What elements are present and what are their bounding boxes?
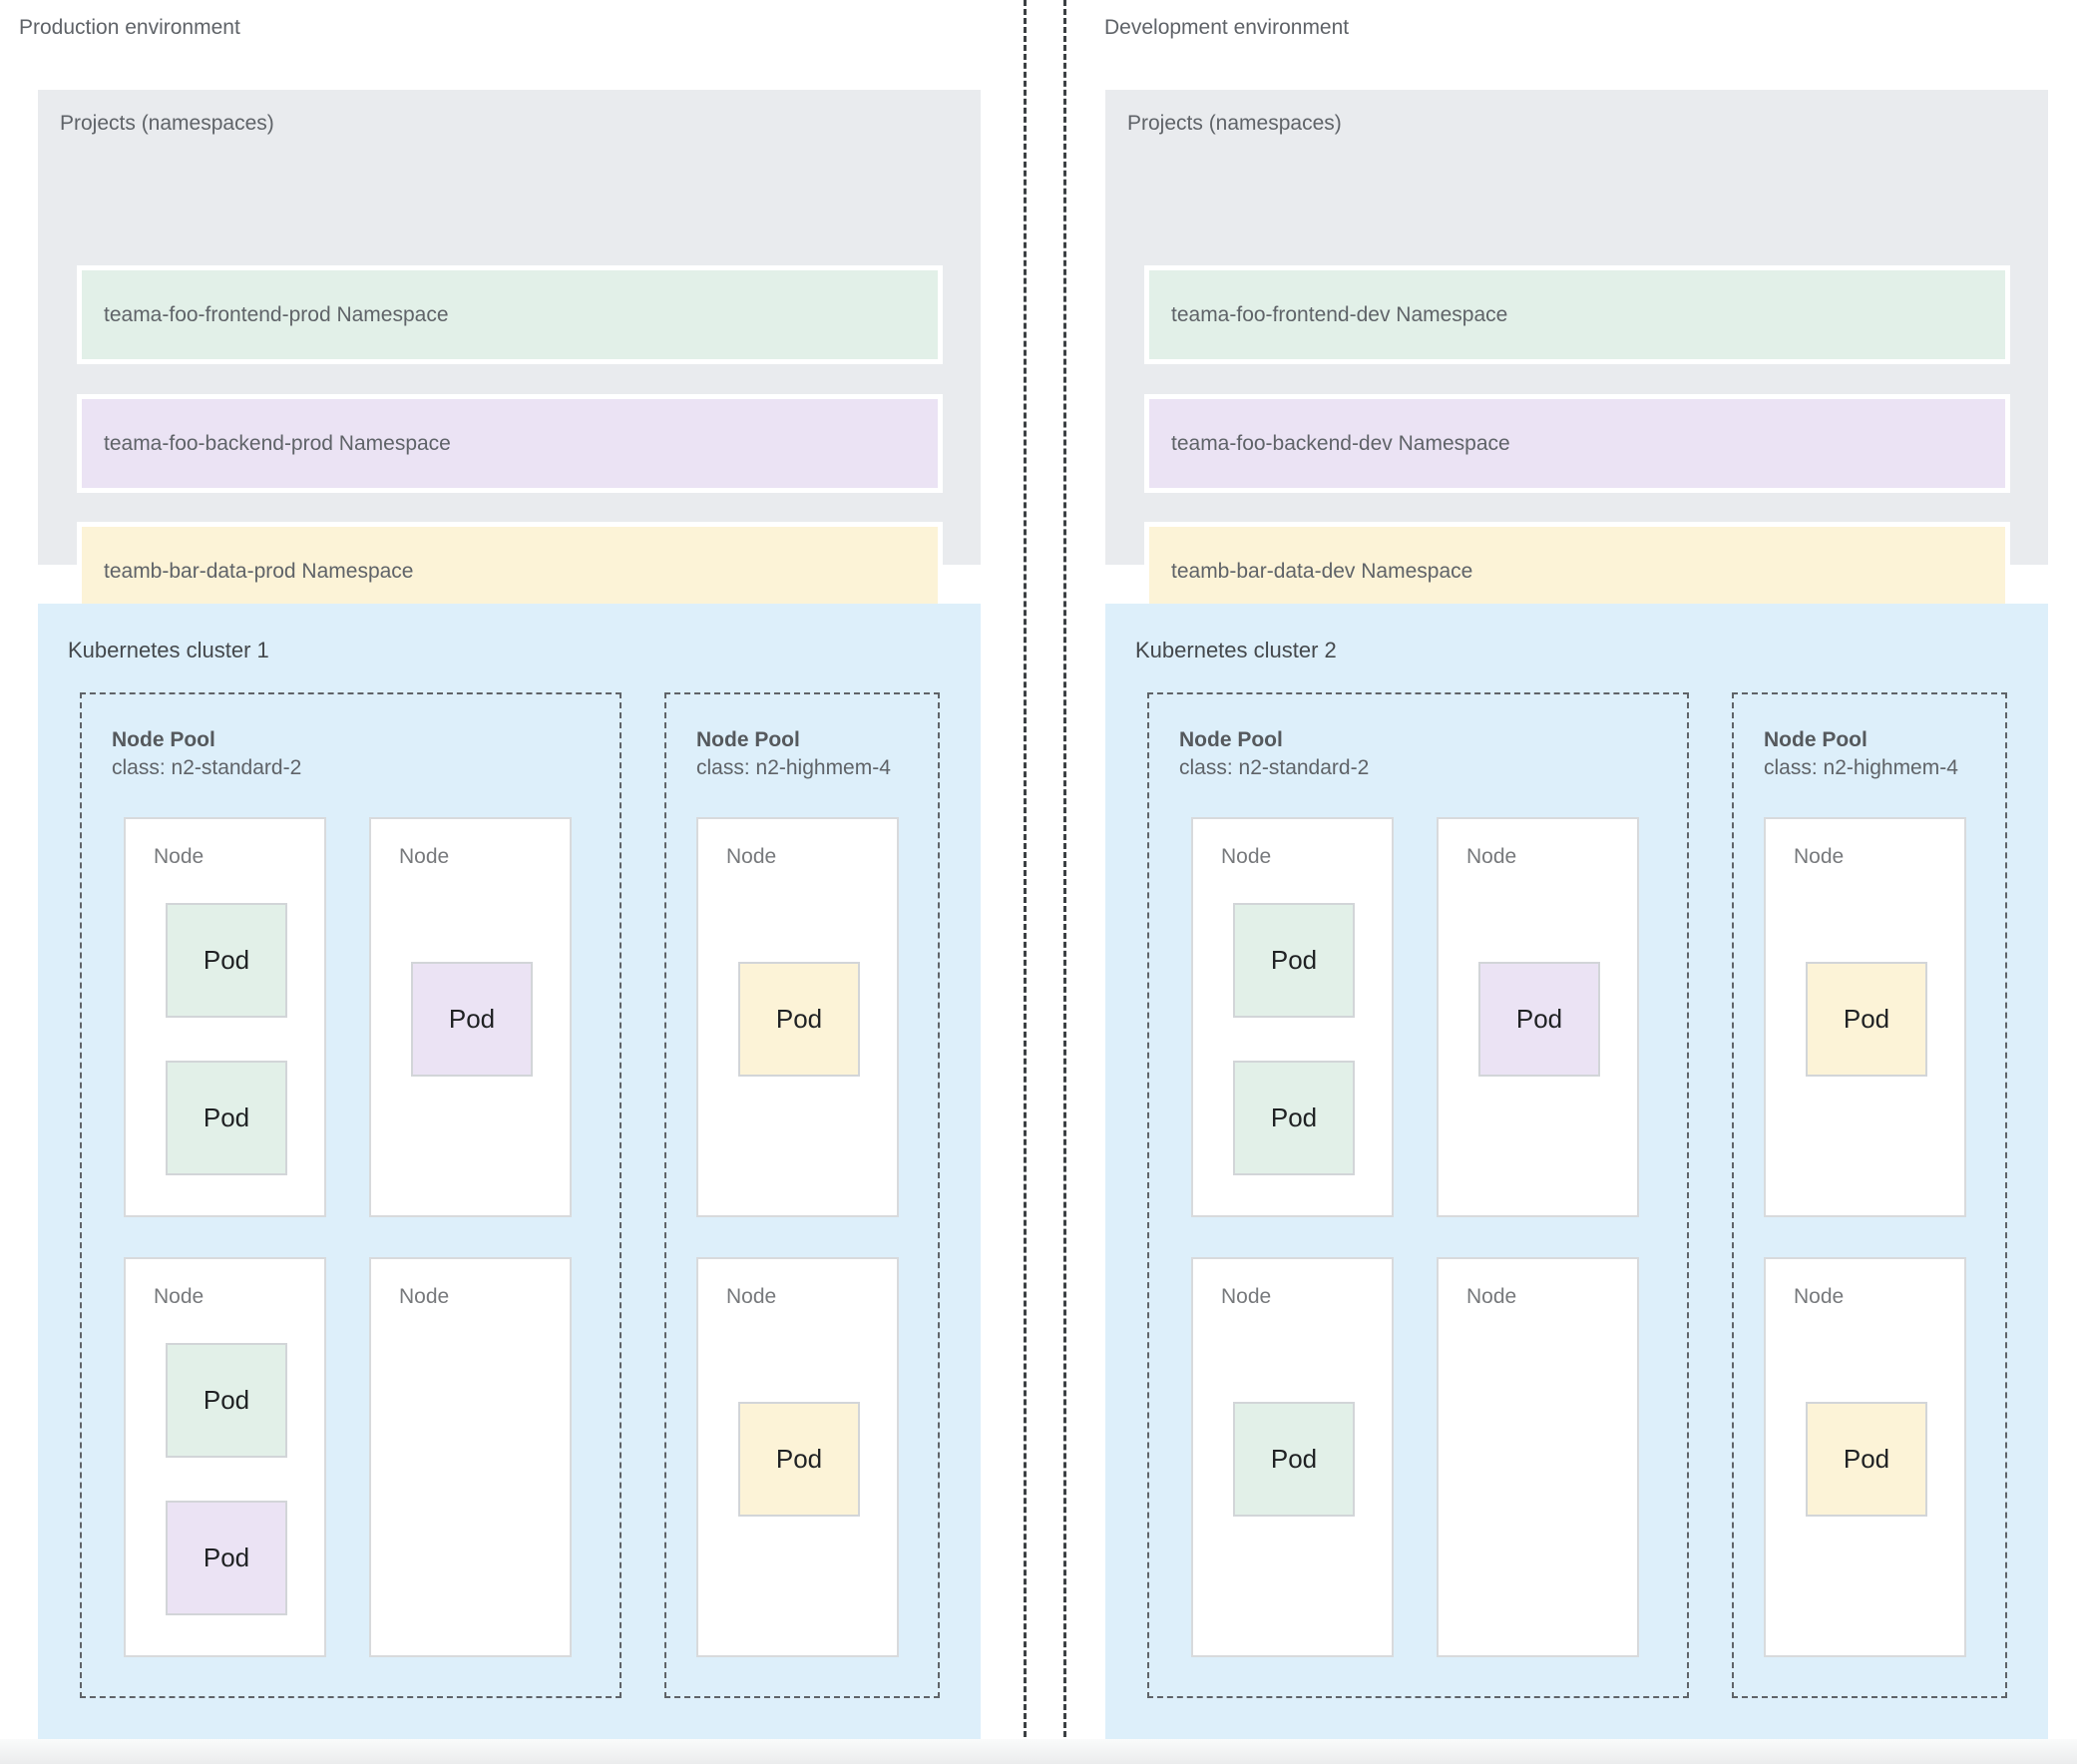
pod-label: Pod bbox=[203, 945, 250, 975]
production-cluster-box: Kubernetes cluster 1 Node Pool class: n2-s… bbox=[38, 604, 981, 1739]
development-projects-box: Projects (namespaces) teama-foo-frontend-… bbox=[1105, 90, 2048, 621]
node-label: Node bbox=[154, 845, 205, 868]
namespace-bar-teama-foo-backend-prod: teama-foo-backend-prod Namespace bbox=[77, 394, 943, 493]
node-pool-header: Node Pool class: n2-highmem-4 bbox=[696, 726, 891, 782]
pod-purple: Pod bbox=[1478, 962, 1600, 1077]
node-pool-title: Node Pool bbox=[1764, 728, 1868, 751]
node-label: Node bbox=[1466, 1285, 1517, 1308]
pod-label: Pod bbox=[1843, 1004, 1890, 1034]
node-label: Node bbox=[399, 1285, 450, 1308]
namespace-label: teama-foo-backend-prod Namespace bbox=[104, 431, 451, 455]
environment-divider-dashed-line-1 bbox=[1024, 0, 1027, 1764]
node-pool-header: Node Pool class: n2-standard-2 bbox=[1179, 726, 1369, 782]
namespace-label: teama-foo-frontend-prod Namespace bbox=[104, 302, 449, 326]
pod-green: Pod bbox=[166, 1061, 287, 1175]
production-pool1-node-3: Node Pod Pod bbox=[124, 1257, 326, 1657]
production-projects-title: Projects (namespaces) bbox=[60, 112, 274, 135]
production-pool1-node-4: Node bbox=[369, 1257, 572, 1657]
development-pool1-node-4: Node bbox=[1437, 1257, 1639, 1657]
pod-green: Pod bbox=[166, 903, 287, 1018]
production-pool1-node-1: Node Pod Pod bbox=[124, 817, 326, 1217]
pod-label: Pod bbox=[1515, 1004, 1563, 1034]
development-node-pool-2: Node Pool class: n2-highmem-4 Node Pod Node P… bbox=[1732, 692, 2007, 1698]
production-node-pool-1: Node Pool class: n2-standard-2 Node Pod Pod N… bbox=[80, 692, 622, 1698]
node-pool-machine-class: class: n2-highmem-4 bbox=[696, 756, 891, 779]
pod-label: Pod bbox=[203, 1385, 250, 1415]
development-projects-title: Projects (namespaces) bbox=[1127, 112, 1342, 135]
development-environment-title: Development environment bbox=[1104, 16, 1350, 39]
production-node-pool-2: Node Pool class: n2-highmem-4 Node Pod Node P… bbox=[664, 692, 940, 1698]
namespace-label: teamb-bar-data-dev Namespace bbox=[1171, 559, 1473, 583]
development-cluster-title: Kubernetes cluster 2 bbox=[1135, 638, 1337, 662]
development-pool1-node-2: Node Pod bbox=[1437, 817, 1639, 1217]
production-pool2-node-2: Node Pod bbox=[696, 1257, 899, 1657]
pod-yellow: Pod bbox=[738, 1402, 860, 1517]
node-pool-title: Node Pool bbox=[696, 728, 800, 751]
node-label: Node bbox=[1466, 845, 1517, 868]
pod-label: Pod bbox=[448, 1004, 496, 1034]
namespace-bar-teama-foo-frontend-prod: teama-foo-frontend-prod Namespace bbox=[77, 265, 943, 364]
pod-label: Pod bbox=[1270, 1444, 1318, 1474]
pod-green: Pod bbox=[166, 1343, 287, 1458]
pod-label: Pod bbox=[1270, 1102, 1318, 1132]
namespace-label: teama-foo-backend-dev Namespace bbox=[1171, 431, 1510, 455]
node-pool-header: Node Pool class: n2-highmem-4 bbox=[1764, 726, 1958, 782]
namespace-label: teamb-bar-data-prod Namespace bbox=[104, 559, 414, 583]
development-pool1-node-3: Node Pod bbox=[1191, 1257, 1394, 1657]
production-pool2-node-1: Node Pod bbox=[696, 817, 899, 1217]
node-label: Node bbox=[399, 845, 450, 868]
development-cluster-box: Kubernetes cluster 2 Node Pool class: n2-s… bbox=[1105, 604, 2048, 1739]
node-label: Node bbox=[726, 845, 777, 868]
node-label: Node bbox=[154, 1285, 205, 1308]
namespace-label: teama-foo-frontend-dev Namespace bbox=[1171, 302, 1508, 326]
production-pool1-node-2: Node Pod bbox=[369, 817, 572, 1217]
pod-label: Pod bbox=[203, 1543, 250, 1572]
production-environment-title: Production environment bbox=[19, 16, 240, 39]
production-projects-box: Projects (namespaces) teama-foo-frontend-… bbox=[38, 90, 981, 621]
pod-label: Pod bbox=[1270, 945, 1318, 975]
namespace-bar-teama-foo-frontend-dev: teama-foo-frontend-dev Namespace bbox=[1144, 265, 2010, 364]
development-node-pool-1: Node Pool class: n2-standard-2 Node Pod Pod N… bbox=[1147, 692, 1689, 1698]
bottom-edge-strip bbox=[0, 1739, 2077, 1764]
node-label: Node bbox=[726, 1285, 777, 1308]
node-label: Node bbox=[1794, 1285, 1845, 1308]
development-pool1-node-1: Node Pod Pod bbox=[1191, 817, 1394, 1217]
node-pool-header: Node Pool class: n2-standard-2 bbox=[112, 726, 301, 782]
pod-green: Pod bbox=[1233, 903, 1355, 1018]
namespace-bar-teama-foo-backend-dev: teama-foo-backend-dev Namespace bbox=[1144, 394, 2010, 493]
environment-divider-dashed-line-2 bbox=[1063, 0, 1066, 1764]
node-label: Node bbox=[1794, 845, 1845, 868]
node-pool-title: Node Pool bbox=[1179, 728, 1283, 751]
development-pool2-node-1: Node Pod bbox=[1764, 817, 1966, 1217]
pod-label: Pod bbox=[203, 1102, 250, 1132]
pod-label: Pod bbox=[775, 1004, 823, 1034]
node-pool-machine-class: class: n2-standard-2 bbox=[112, 756, 302, 779]
pod-green: Pod bbox=[1233, 1402, 1355, 1517]
node-pool-machine-class: class: n2-highmem-4 bbox=[1764, 756, 1958, 779]
pod-yellow: Pod bbox=[1806, 1402, 1927, 1517]
node-pool-title: Node Pool bbox=[112, 728, 215, 751]
node-label: Node bbox=[1221, 845, 1272, 868]
node-label: Node bbox=[1221, 1285, 1272, 1308]
pod-purple: Pod bbox=[166, 1501, 287, 1615]
pod-green: Pod bbox=[1233, 1061, 1355, 1175]
production-cluster-title: Kubernetes cluster 1 bbox=[68, 638, 269, 662]
development-environment-column: Projects (namespaces) teama-foo-frontend-… bbox=[1105, 0, 2048, 1764]
production-environment-column: Projects (namespaces) teama-foo-frontend-… bbox=[38, 0, 981, 1764]
pod-purple: Pod bbox=[411, 962, 533, 1077]
pod-yellow: Pod bbox=[1806, 962, 1927, 1077]
pod-label: Pod bbox=[1843, 1444, 1890, 1474]
pod-label: Pod bbox=[775, 1444, 823, 1474]
pod-yellow: Pod bbox=[738, 962, 860, 1077]
node-pool-machine-class: class: n2-standard-2 bbox=[1179, 756, 1370, 779]
development-pool2-node-2: Node Pod bbox=[1764, 1257, 1966, 1657]
